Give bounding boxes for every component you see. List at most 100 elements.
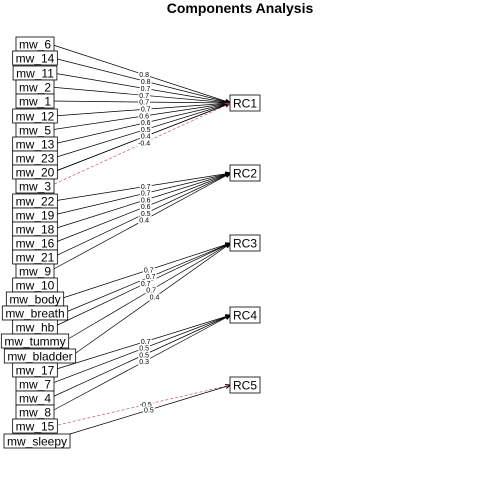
variable-label: mw_bladder xyxy=(7,350,72,364)
variable-box xyxy=(0,333,70,349)
edge-label-bg xyxy=(138,112,150,120)
component-box xyxy=(229,94,261,112)
variable-label: mw_21 xyxy=(16,251,55,265)
variable-node: mw_bladder xyxy=(3,348,77,364)
edge-loading-label: 0.7 xyxy=(141,191,151,198)
variable-label: mw_sleepy xyxy=(7,435,67,449)
edge-label-bg xyxy=(139,203,152,211)
variable-node: mw_5 xyxy=(15,122,55,138)
edge-loading-label: 0.7 xyxy=(141,184,151,191)
edge-label-bg xyxy=(138,216,150,224)
edge-label-bg xyxy=(139,105,152,113)
variable-label: mw_16 xyxy=(16,237,55,251)
edge-label-bg xyxy=(142,266,155,274)
variable-node: mw_18 xyxy=(12,221,58,237)
variable-label: mw_4 xyxy=(19,392,51,406)
variable-box xyxy=(12,50,58,66)
variable-label: mw_3 xyxy=(19,180,51,194)
component-node: RC3 xyxy=(229,234,261,252)
component-box xyxy=(229,164,261,182)
variable-node: mw_20 xyxy=(12,164,58,180)
variable-label: mw_5 xyxy=(19,124,51,138)
edge-line xyxy=(49,102,232,187)
edge-label-bg xyxy=(139,125,152,133)
component-label: RC4 xyxy=(233,309,257,323)
edge-loading-label: 0.7 xyxy=(144,267,154,274)
edge-loading-label: 0.6 xyxy=(141,197,151,204)
edge-loading-label: 0.8 xyxy=(139,72,149,79)
edge-loading-label: 0.4 xyxy=(150,295,160,302)
edge-label-bg xyxy=(139,85,152,93)
variable-node: mw_22 xyxy=(12,193,58,209)
variable-node: mw_1 xyxy=(15,93,55,109)
variable-box xyxy=(15,178,55,194)
variable-label: mw_7 xyxy=(19,378,51,392)
edge-label-bg xyxy=(137,139,152,147)
edge-loading-label: -0.5 xyxy=(140,402,152,409)
component-node: RC2 xyxy=(229,164,261,182)
component-node: RC4 xyxy=(229,306,261,324)
edge-label-bg xyxy=(139,279,152,287)
variable-node: mw_13 xyxy=(12,136,58,152)
edge-label-bg xyxy=(139,132,152,140)
edge-label-bg xyxy=(138,344,150,352)
variable-label: mw_10 xyxy=(16,279,55,293)
variable-node: mw_10 xyxy=(12,277,58,293)
edge-loading-label: 0.7 xyxy=(146,274,156,281)
edge-loading-label: 0.7 xyxy=(141,281,151,288)
variable-label: mw_1 xyxy=(19,95,51,109)
edge-label-bg xyxy=(138,91,150,99)
variable-node: mw_23 xyxy=(12,150,58,166)
edge-loading-label: 0.5 xyxy=(139,352,149,359)
edge-label-bg xyxy=(139,189,152,197)
variable-label: mw_17 xyxy=(16,364,55,378)
variable-node: mw_6 xyxy=(15,36,55,52)
variable-node: mw_19 xyxy=(12,207,58,223)
component-label: RC5 xyxy=(233,379,257,393)
edge-label-bg xyxy=(139,77,152,85)
variable-node: mw_tummy xyxy=(0,333,70,349)
edge-loading-label: 0.6 xyxy=(141,120,151,127)
variable-label: mw_2 xyxy=(19,81,51,95)
edge-loading-label: 0.7 xyxy=(141,86,151,93)
edge-label-bg xyxy=(139,337,152,345)
variable-label: mw_23 xyxy=(16,152,55,166)
edge-loading-label: 0.5 xyxy=(141,127,151,134)
edge-loading-label: 0.6 xyxy=(139,113,149,120)
edge-loading-label: 0.7 xyxy=(146,288,156,295)
edge-loading-label: 0.5 xyxy=(139,346,149,353)
edge-label-bg xyxy=(138,358,150,366)
variable-label: mw_9 xyxy=(19,265,51,279)
variable-label: mw_body xyxy=(9,293,60,307)
variable-label: mw_11 xyxy=(16,67,54,81)
variable-node: mw_12 xyxy=(12,108,58,124)
variable-label: mw_15 xyxy=(16,420,55,434)
edge-loading-label: 0.5 xyxy=(141,211,151,218)
variable-node: mw_body xyxy=(5,291,65,307)
edge-label-bg xyxy=(139,182,152,190)
edge-loading-label: 0.7 xyxy=(141,107,151,114)
variable-label: mw_breath xyxy=(5,307,64,321)
variable-label: mw_12 xyxy=(16,110,55,124)
variable-node: mw_15 xyxy=(12,418,58,434)
edge-loading-label: 0.8 xyxy=(141,79,151,86)
edge-label-bg xyxy=(138,98,150,106)
edge-label-bg xyxy=(138,71,150,79)
variable-node: mw_3 xyxy=(15,178,55,194)
variable-node: mw_9 xyxy=(15,263,55,279)
component-box xyxy=(229,376,261,394)
variable-node: mw_2 xyxy=(15,79,55,95)
diagram-title: Components Analysis xyxy=(167,0,314,16)
variable-node: mw_11 xyxy=(12,65,58,81)
component-label: RC2 xyxy=(233,167,257,181)
variable-label: mw_20 xyxy=(16,166,55,180)
edge-label-bg xyxy=(143,406,155,414)
component-box xyxy=(229,234,261,252)
edge-label-bg xyxy=(148,293,161,301)
edge-label-bg xyxy=(144,273,157,281)
variable-node: mw_16 xyxy=(12,235,58,251)
component-box xyxy=(229,306,261,324)
variable-label: mw_13 xyxy=(16,138,55,152)
variable-node: mw_21 xyxy=(12,249,58,265)
